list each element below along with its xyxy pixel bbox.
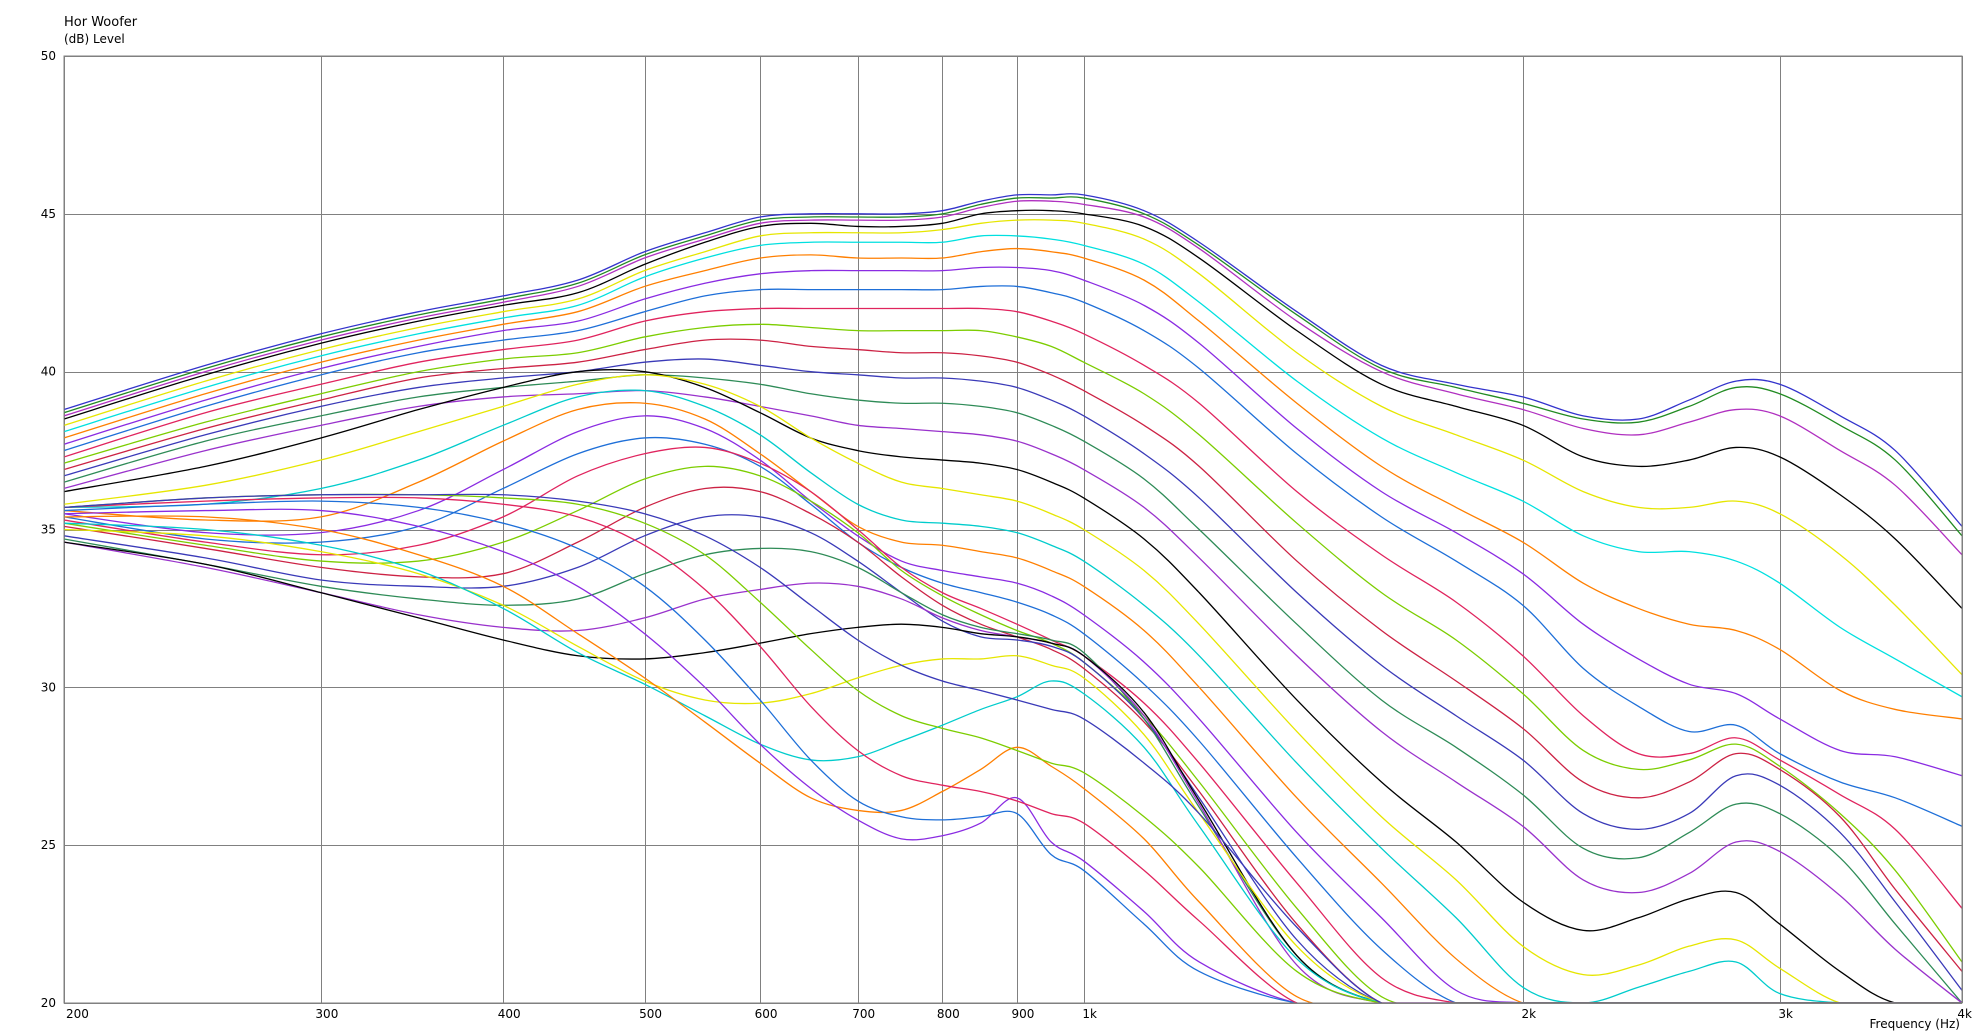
chart-title: Hor Woofer	[64, 15, 138, 30]
plot-frame	[63, 55, 1963, 1004]
series-line-20	[64, 415, 1962, 1003]
x-axis-label: Frequency (Hz)	[1870, 1017, 1961, 1031]
y-tick-label: 35	[41, 523, 56, 537]
series-line-32	[64, 508, 1962, 1003]
x-tick-label: 800	[937, 1007, 960, 1021]
series-line-25	[64, 514, 1962, 1003]
x-tick-labels: 200 300 400 500 600 700 800 900 1k 2k 3k 4k	[66, 1007, 1972, 1021]
series-line-6	[64, 234, 1962, 698]
series-line-16	[64, 369, 1962, 1003]
series-line-12	[64, 338, 1962, 972]
x-tick-label: 700	[852, 1007, 875, 1021]
series-line-19	[64, 402, 1962, 1003]
series-line-24	[64, 486, 1962, 1003]
series-line-35	[64, 493, 1962, 1003]
series-line-5	[64, 219, 1962, 676]
y-tick-label: 30	[41, 680, 56, 694]
y-tick-label: 20	[41, 996, 56, 1010]
series-line-8	[64, 266, 1962, 777]
y-tick-labels: 20 25 30 35 40 45 50	[41, 49, 56, 1010]
series-line-17	[64, 374, 1962, 1003]
series-line-26	[64, 538, 1962, 1003]
series-lines	[64, 193, 1962, 1003]
series-line-2	[64, 196, 1962, 537]
series-line-10	[64, 307, 1962, 909]
series-line-9	[64, 285, 1962, 827]
x-tick-label: 3k	[1778, 1007, 1793, 1021]
x-tick-label: 900	[1011, 1007, 1034, 1021]
series-line-7	[64, 247, 1962, 720]
series-line-31	[64, 515, 1962, 1003]
x-tick-label: 200	[66, 1007, 89, 1021]
series-line-29	[64, 528, 1962, 1003]
x-tick-label: 500	[639, 1007, 662, 1021]
series-line-11	[64, 323, 1962, 963]
series-line-36	[64, 493, 1962, 1003]
x-tick-label: 2k	[1522, 1007, 1537, 1021]
y-tick-label: 25	[41, 838, 56, 852]
x-tick-label: 300	[315, 1007, 338, 1021]
series-line-28	[64, 541, 1962, 1003]
series-line-14	[64, 374, 1962, 1003]
series-line-3	[64, 199, 1962, 556]
y-axis-label: (dB) Level	[64, 32, 125, 46]
x-tick-label: 400	[498, 1007, 521, 1021]
series-line-27	[64, 541, 1962, 1003]
series-line-23	[64, 465, 1962, 1003]
x-tick-label: 1k	[1082, 1007, 1097, 1021]
series-line-21	[64, 436, 1962, 1003]
y-tick-label: 45	[41, 207, 56, 221]
x-tick-label: 600	[755, 1007, 778, 1021]
y-tick-label: 50	[41, 49, 56, 63]
series-line-30	[64, 522, 1962, 1003]
series-line-18	[64, 389, 1962, 1003]
series-line-33	[64, 500, 1962, 1003]
series-line-34	[64, 496, 1962, 1003]
series-line-15	[64, 389, 1962, 1003]
y-tick-label: 40	[41, 365, 56, 379]
x-tick-label: 4k	[1957, 1007, 1972, 1021]
series-line-13	[64, 358, 1962, 991]
series-line-1	[64, 193, 1962, 527]
series-line-4	[64, 209, 1962, 609]
